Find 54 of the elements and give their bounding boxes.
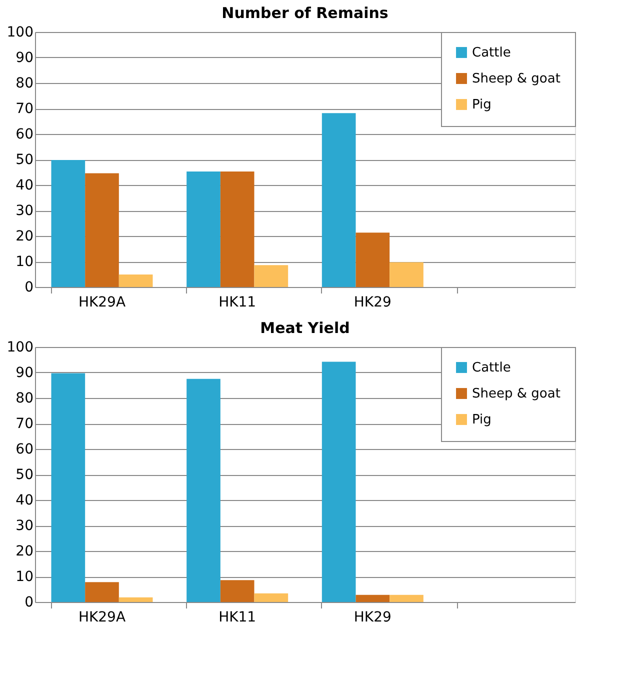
- y-tick-label: 80: [16, 76, 34, 92]
- legend-label: Pig: [472, 412, 492, 428]
- x-tick-label: HK11: [218, 610, 256, 626]
- x-tick-label: HK29A: [78, 294, 126, 310]
- y-tick-label: 90: [16, 50, 34, 66]
- bar: [390, 594, 424, 602]
- bar: [118, 274, 153, 287]
- y-tick-label: 50: [16, 152, 34, 168]
- bar: [85, 173, 119, 287]
- y-tick-label: 0: [24, 280, 34, 296]
- bar: [51, 373, 86, 602]
- y-tick-label: 10: [16, 569, 34, 585]
- bar: [220, 580, 254, 602]
- y-tick-label: 100: [6, 24, 34, 40]
- bar: [322, 113, 356, 287]
- x-tick-label: HK11: [218, 294, 256, 310]
- bar: [118, 597, 153, 602]
- legend-label: Sheep & goat: [472, 72, 560, 86]
- y-tick-label: 20: [16, 544, 34, 560]
- legend-label: Cattle: [472, 360, 511, 376]
- chart-title: Meat Yield: [260, 319, 350, 337]
- legend-label: Pig: [472, 98, 492, 112]
- y-tick-label: 30: [16, 518, 34, 534]
- bar: [186, 171, 220, 287]
- x-tick-label: HK29A: [78, 610, 126, 626]
- x-tick-label: HK29: [354, 610, 392, 626]
- y-tick-label: 70: [16, 101, 34, 117]
- y-tick-label: 40: [16, 178, 34, 194]
- bar: [51, 160, 86, 287]
- bar: [220, 171, 254, 287]
- legend-label: Sheep & goat: [472, 386, 560, 402]
- bar: [322, 362, 356, 602]
- y-tick-label: 30: [16, 203, 34, 219]
- chart-title: Number of Remains: [222, 4, 388, 22]
- bar: [390, 262, 424, 287]
- bar: [85, 582, 119, 602]
- y-tick-label: 80: [16, 390, 34, 406]
- bar: [254, 593, 288, 602]
- y-tick-label: 60: [16, 442, 34, 458]
- y-tick-label: 20: [16, 228, 34, 244]
- y-tick-label: 0: [24, 594, 34, 610]
- y-tick-label: 10: [16, 254, 34, 270]
- y-tick-label: 90: [16, 365, 34, 381]
- y-tick-label: 50: [16, 467, 34, 483]
- bar: [186, 378, 220, 602]
- y-tick-label: 60: [16, 126, 34, 142]
- legend-label: Cattle: [472, 46, 511, 60]
- y-tick-label: 70: [16, 416, 34, 432]
- bar: [356, 232, 390, 287]
- bar: [356, 594, 390, 602]
- x-tick-label: HK29: [354, 294, 392, 310]
- y-tick-label: 40: [16, 492, 34, 508]
- y-tick-label: 100: [6, 340, 34, 356]
- bar: [254, 265, 288, 287]
